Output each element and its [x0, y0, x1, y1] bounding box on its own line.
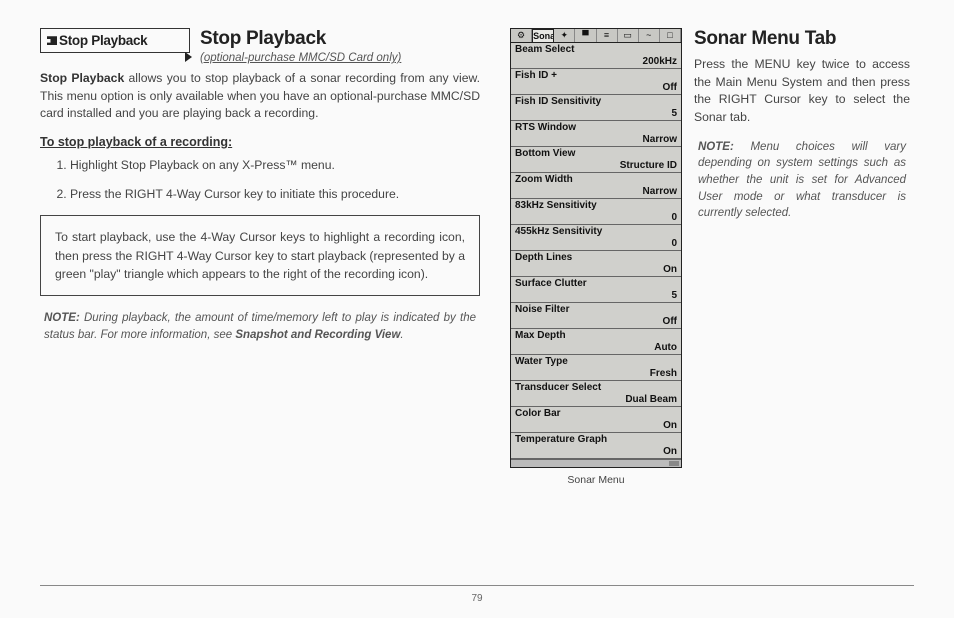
sonar-intro: Press the MENU key twice to access the M… — [694, 56, 910, 127]
menu-row-label: Surface Clutter — [515, 278, 677, 289]
device-scrollbar — [511, 459, 681, 467]
menu-row-label: Beam Select — [515, 44, 677, 55]
menu-row: Noise FilterOff — [511, 303, 681, 329]
tab-icon-1: ⚙ — [511, 29, 532, 42]
menu-row-label: Max Depth — [515, 330, 677, 341]
menu-row-label: Zoom Width — [515, 174, 677, 185]
stop-playback-chip: Stop Playback — [40, 28, 190, 53]
menu-row-value: 0 — [671, 238, 677, 249]
menu-row-value: Structure ID — [620, 160, 677, 171]
menu-row-value: Narrow — [643, 186, 677, 197]
menu-row-value: Fresh — [650, 368, 677, 379]
steps-list: Highlight Stop Playback on any X-Press™ … — [40, 157, 480, 203]
menu-row: Zoom WidthNarrow — [511, 173, 681, 199]
chevron-right-icon — [185, 52, 192, 62]
menu-row-label: Transducer Select — [515, 382, 677, 393]
menu-row: Beam Select200kHz — [511, 43, 681, 69]
step-2: Press the RIGHT 4-Way Cursor key to init… — [70, 186, 480, 203]
sonar-note: NOTE: Menu choices will vary depending o… — [694, 139, 910, 222]
tab-icon-4: ▀ — [575, 29, 596, 42]
stop-playback-intro: Stop Playback allows you to stop playbac… — [40, 70, 480, 123]
tab-icon-8: □ — [660, 29, 681, 42]
menu-chip-label: Stop Playback — [59, 33, 147, 48]
step-1: Highlight Stop Playback on any X-Press™ … — [70, 157, 480, 174]
footer-rule — [40, 585, 914, 586]
right-column: ⚙ Sonar ✦ ▀ ≡ ▭ ~ □ Beam Select200kHzFis… — [510, 28, 910, 486]
menu-row: Fish ID +Off — [511, 69, 681, 95]
menu-row-label: RTS Window — [515, 122, 677, 133]
menu-row-value: 5 — [671, 290, 677, 301]
menu-row-label: Temperature Graph — [515, 434, 677, 445]
left-title-block: Stop Playback (optional-purchase MMC/SD … — [200, 28, 401, 64]
tab-icon-6: ▭ — [618, 29, 639, 42]
menu-chip-wrap: Stop Playback — [40, 28, 190, 57]
sonar-title: Sonar Menu Tab — [694, 28, 910, 50]
menu-row-value: Narrow — [643, 134, 677, 145]
menu-row-value: On — [663, 446, 677, 457]
menu-row-label: Fish ID + — [515, 70, 677, 81]
menu-row-label: Water Type — [515, 356, 677, 367]
sonar-device: ⚙ Sonar ✦ ▀ ≡ ▭ ~ □ Beam Select200kHzFis… — [510, 28, 682, 468]
menu-row-value: On — [663, 420, 677, 431]
page-content: Stop Playback Stop Playback (optional-pu… — [40, 28, 914, 486]
menu-rows: Beam Select200kHzFish ID +OffFish ID Sen… — [511, 43, 681, 459]
playback-stop-icon — [47, 36, 57, 45]
menu-row: RTS WindowNarrow — [511, 121, 681, 147]
steps-heading: To stop playback of a recording: — [40, 135, 480, 149]
menu-row-value: Auto — [654, 342, 677, 353]
menu-row: Depth LinesOn — [511, 251, 681, 277]
playback-callout: To start playback, use the 4-Way Cursor … — [40, 215, 480, 296]
menu-row-value: 200kHz — [643, 56, 677, 67]
menu-row-label: Depth Lines — [515, 252, 677, 263]
menu-row: Water TypeFresh — [511, 355, 681, 381]
menu-row: 455kHz Sensitivity0 — [511, 225, 681, 251]
stop-playback-subtitle: (optional-purchase MMC/SD Card only) — [200, 52, 401, 64]
menu-row-value: 5 — [671, 108, 677, 119]
playback-note: NOTE: During playback, the amount of tim… — [40, 310, 480, 343]
tab-sonar: Sonar — [532, 29, 554, 42]
menu-row: Surface Clutter5 — [511, 277, 681, 303]
menu-row: 83kHz Sensitivity0 — [511, 199, 681, 225]
menu-row: Transducer SelectDual Beam — [511, 381, 681, 407]
tab-icon-7: ~ — [639, 29, 660, 42]
menu-row-label: Bottom View — [515, 148, 677, 159]
menu-row: Fish ID Sensitivity5 — [511, 95, 681, 121]
sonar-device-col: ⚙ Sonar ✦ ▀ ≡ ▭ ~ □ Beam Select200kHzFis… — [510, 28, 682, 486]
device-tab-bar: ⚙ Sonar ✦ ▀ ≡ ▭ ~ □ — [511, 29, 681, 43]
left-column: Stop Playback Stop Playback (optional-pu… — [40, 28, 480, 486]
menu-row-value: 0 — [671, 212, 677, 223]
tab-icon-5: ≡ — [597, 29, 618, 42]
menu-row: Max DepthAuto — [511, 329, 681, 355]
device-caption: Sonar Menu — [510, 474, 682, 486]
menu-row-label: Color Bar — [515, 408, 677, 419]
sonar-text-col: Sonar Menu Tab Press the MENU key twice … — [694, 28, 910, 486]
menu-row-value: Dual Beam — [625, 394, 677, 405]
menu-row: Bottom ViewStructure ID — [511, 147, 681, 173]
menu-row-value: On — [663, 264, 677, 275]
menu-row-label: Noise Filter — [515, 304, 677, 315]
menu-row: Color BarOn — [511, 407, 681, 433]
menu-row-value: Off — [663, 316, 677, 327]
tab-icon-3: ✦ — [554, 29, 575, 42]
menu-row-label: 455kHz Sensitivity — [515, 226, 677, 237]
page-number: 79 — [0, 593, 954, 604]
menu-row-label: Fish ID Sensitivity — [515, 96, 677, 107]
left-header: Stop Playback Stop Playback (optional-pu… — [40, 28, 480, 64]
menu-row-label: 83kHz Sensitivity — [515, 200, 677, 211]
menu-row: Temperature GraphOn — [511, 433, 681, 459]
stop-playback-title: Stop Playback — [200, 28, 401, 50]
menu-row-value: Off — [663, 82, 677, 93]
